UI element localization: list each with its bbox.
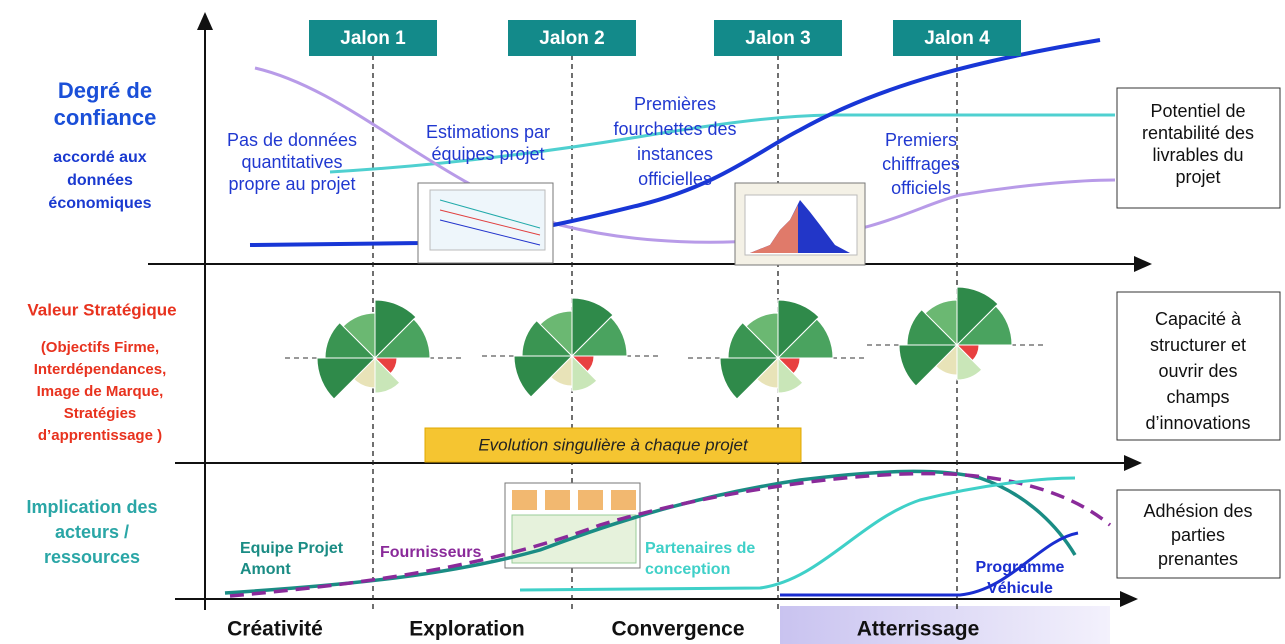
annotation: chiffrages — [882, 154, 960, 174]
phase-label: Convergence — [611, 618, 744, 641]
annotation: propre au projet — [228, 174, 355, 194]
curve-blue — [249, 38, 1101, 247]
curve-partners — [519, 476, 1076, 592]
row-label: ressources — [44, 547, 140, 567]
thumbnail-chart — [417, 182, 554, 264]
milestone-label: Jalon 2 — [539, 28, 604, 49]
radar-wedge — [719, 357, 780, 400]
radar-wedge — [324, 321, 377, 359]
row-sublabel: Stratégies — [64, 405, 137, 422]
curve-cyan — [329, 113, 1115, 174]
milestone-label: Jalon 4 — [924, 28, 990, 49]
row-label: Implication des — [26, 497, 157, 517]
radar-wedge — [777, 299, 820, 360]
outcome-text: projet — [1175, 167, 1220, 187]
actor-label: Programme — [976, 559, 1065, 576]
radar-wedge — [776, 318, 834, 359]
outcome-text: d’innovations — [1145, 413, 1250, 433]
phase-label: Atterrissage — [857, 618, 980, 641]
row-sublabel: d’apprentissage ) — [38, 427, 162, 444]
radar-wedge — [513, 355, 574, 398]
annotation: instances — [637, 144, 713, 164]
annotation: Premières — [634, 94, 716, 114]
outcome-text: champs — [1166, 387, 1229, 407]
row-sublabel: accordé aux — [53, 149, 146, 166]
banner-text: Evolution singulière à chaque projet — [478, 435, 749, 454]
annotation: officielles — [638, 169, 712, 189]
actor-label: Amont — [240, 561, 291, 578]
curve-suppliers — [229, 471, 1112, 598]
curve-program — [780, 531, 1079, 597]
row-sublabel: économiques — [48, 195, 151, 212]
banner-box — [424, 427, 802, 463]
row-sublabel: (Objectifs Firme, — [41, 339, 159, 356]
thumbnail-histogram — [734, 182, 866, 266]
outcome-text: parties — [1171, 525, 1225, 545]
row-label: acteurs / — [55, 522, 129, 542]
actor-label: conception — [645, 561, 730, 578]
radar-wedge — [373, 318, 431, 359]
annotation: Estimations par — [426, 122, 550, 142]
annotation: fourchettes des — [613, 119, 736, 139]
milestone-label: Jalon 1 — [340, 28, 406, 49]
phase-label: Exploration — [409, 618, 525, 641]
row-sublabel: Image de Marque, — [37, 383, 164, 400]
radar-wedge — [777, 356, 804, 394]
radar-wedge — [316, 357, 377, 400]
outcome-box — [1116, 489, 1281, 579]
radar-charts — [285, 286, 1047, 400]
phase-highlight — [780, 606, 1110, 644]
annotation: quantitatives — [241, 152, 342, 172]
radar-wedge — [727, 321, 780, 359]
annotation: équipes projet — [431, 144, 544, 164]
radar-wedge — [374, 299, 417, 360]
outcome-text: prenantes — [1158, 549, 1238, 569]
outcome-text: Potentiel de — [1150, 101, 1245, 121]
radar-wedge — [521, 319, 574, 357]
outcome-text: livrables du — [1152, 145, 1243, 165]
annotation: Pas de données — [227, 130, 357, 150]
radar-wedge — [539, 310, 573, 358]
row-label: Valeur Stratégique — [27, 300, 176, 319]
outcome-text: structurer et — [1150, 335, 1246, 355]
row-label: Degré de — [58, 78, 152, 103]
radar-wedge — [924, 299, 958, 347]
outcome-box — [1116, 291, 1281, 441]
radar-wedge — [956, 343, 983, 381]
actor-label: Partenaires de — [645, 540, 755, 557]
outcome-text: Capacité à — [1155, 309, 1242, 329]
outcome-text: ouvrir des — [1158, 361, 1237, 381]
radar-wedge — [342, 312, 376, 360]
radar-wedge — [906, 308, 959, 346]
radar-wedge — [955, 305, 1013, 346]
milestone-box — [893, 20, 1021, 56]
actor-label: Equipe Projet — [240, 540, 344, 557]
actor-label: Fournisseurs — [380, 544, 481, 561]
radar-wedge — [571, 297, 614, 358]
radar-wedge — [570, 316, 628, 357]
actor-label: Véhicule — [987, 580, 1053, 597]
radar-wedge — [745, 312, 779, 360]
radar-wedge — [571, 354, 598, 392]
annotation: Premiers — [885, 130, 957, 150]
radar-wedge — [956, 286, 999, 347]
annotation: officiels — [891, 178, 951, 198]
radar-wedge — [898, 344, 959, 387]
outcome-text: rentabilité des — [1142, 123, 1254, 143]
milestone-box — [714, 20, 842, 56]
radar-wedge — [374, 356, 401, 394]
milestone-box — [309, 20, 437, 56]
outcome-text: Adhésion des — [1143, 501, 1252, 521]
row-label: confiance — [54, 105, 157, 130]
row-sublabel: Interdépendances, — [34, 361, 167, 378]
row-sublabel: données — [67, 172, 133, 189]
outcome-box — [1116, 87, 1281, 209]
milestone-box — [508, 20, 636, 56]
milestone-label: Jalon 3 — [745, 28, 810, 49]
phase-label: Créativité — [227, 618, 323, 641]
